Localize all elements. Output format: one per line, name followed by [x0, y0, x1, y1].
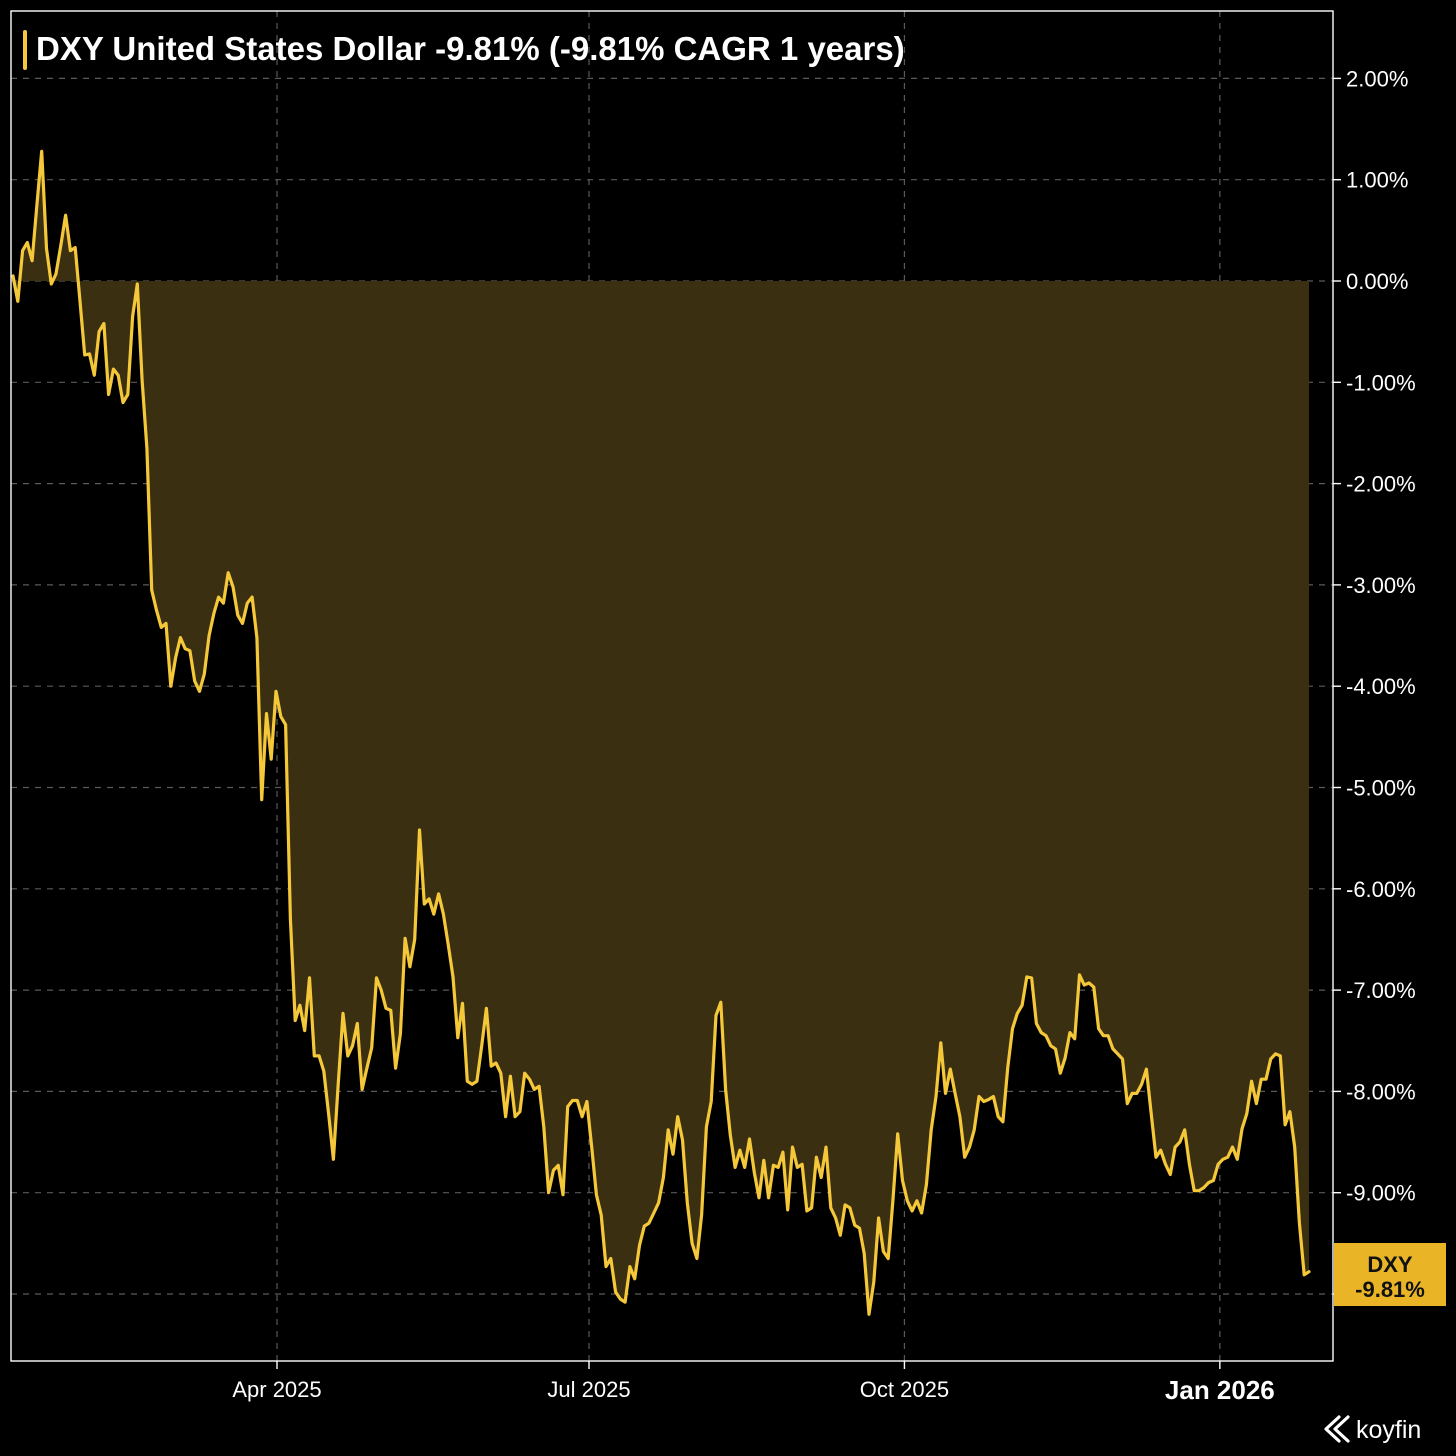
- brand-name: koyfin: [1356, 1416, 1421, 1444]
- brand-logo: koyfin: [1324, 1415, 1421, 1444]
- title-series-marker: [23, 30, 27, 70]
- last-value-badge-bg: [1334, 1243, 1446, 1306]
- ytick-label: 0.00%: [1346, 269, 1408, 294]
- x-axis: Apr 2025 Jul 2025 Oct 2025 Jan 2026: [232, 1361, 1275, 1405]
- ytick-label: 1.00%: [1346, 168, 1408, 193]
- ytick-label: -2.00%: [1346, 472, 1416, 497]
- chart-title: DXY United States Dollar -9.81% (-9.81% …: [36, 30, 905, 67]
- koyfin-chevron-icon: [1324, 1415, 1350, 1443]
- ytick-label: -8.00%: [1346, 1079, 1416, 1104]
- xtick-label: Jan 2026: [1165, 1375, 1275, 1405]
- ytick-label: -4.00%: [1346, 674, 1416, 699]
- ytick-label: -6.00%: [1346, 877, 1416, 902]
- xtick-label: Oct 2025: [860, 1377, 949, 1402]
- series-area-fill: [13, 151, 1309, 1315]
- last-value-badge: DXY -9.81%: [1334, 1243, 1446, 1306]
- ytick-label: -3.00%: [1346, 573, 1416, 598]
- last-value-badge-ticker: DXY: [1367, 1252, 1413, 1277]
- xtick-label: Jul 2025: [547, 1377, 630, 1402]
- ytick-label: -9.00%: [1346, 1181, 1416, 1206]
- series-line-dxy: [11, 149, 1311, 1316]
- ytick-label: -7.00%: [1346, 978, 1416, 1003]
- xtick-label: Apr 2025: [232, 1377, 321, 1402]
- ytick-label: -1.00%: [1346, 370, 1416, 395]
- y-axis: 2.00% 1.00% 0.00% -1.00% -2.00% -3.00% -4.00% -…: [1333, 66, 1428, 1307]
- last-value-badge-value: -9.81%: [1355, 1277, 1425, 1302]
- ytick-label: 2.00%: [1346, 66, 1408, 91]
- ytick-label: -5.00%: [1346, 776, 1416, 801]
